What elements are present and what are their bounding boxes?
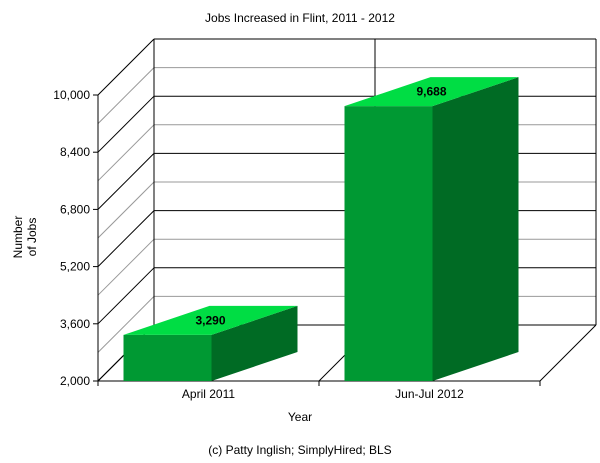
y-axis-title-line2: of Jobs [25,218,39,257]
bar-value-label: 3,290 [195,313,225,327]
category-label: Jun-Jul 2012 [395,387,464,401]
bar-front-face [123,334,212,381]
bar-side-face [432,77,519,382]
wall-gridline [97,153,155,210]
y-tick-labels: 2,000 3,600 5,200 6,800 8,400 10,000 [53,88,98,388]
x-axis-title: Year [288,410,312,424]
bar-top-face [123,305,298,335]
bar: 9,688 [344,77,519,382]
wall-minor-gridline [97,296,155,353]
y-tick-label: 2,000 [60,374,90,388]
wall-gridline [97,210,155,267]
y-tick-label: 6,800 [60,202,90,216]
wall-minor-gridline [97,181,155,239]
bar-value-label: 9,688 [416,85,446,99]
bar-side-face [211,305,298,381]
bar: 3,290 [123,305,298,381]
floor-line [539,324,597,382]
wall-gridline [97,95,155,153]
bars: 3,290 9,688 [123,77,519,382]
wall-gridline [97,267,155,325]
wall-minor-gridline [97,238,155,296]
y-tick-label: 8,400 [60,145,90,159]
bar-top-face [344,77,519,107]
y-tick-label: 5,200 [60,260,90,274]
y-tick-label: 3,600 [60,317,90,331]
y-tick-label: 10,000 [53,88,90,102]
wall-minor-gridline [97,124,155,182]
bar-front-face [344,106,433,382]
y-axis-title-line1: Number [11,216,25,259]
chart-title: Jobs Increased in Flint, 2011 - 2012 [205,11,395,25]
wall-minor-gridline [97,67,155,124]
wall-gridline [97,38,155,96]
category-label: April 2011 [182,387,235,401]
category-labels: April 2011 Jun-Jul 2012 [97,381,541,401]
source-note: (c) Patty Inglish; SimplyHired; BLS [208,443,391,457]
